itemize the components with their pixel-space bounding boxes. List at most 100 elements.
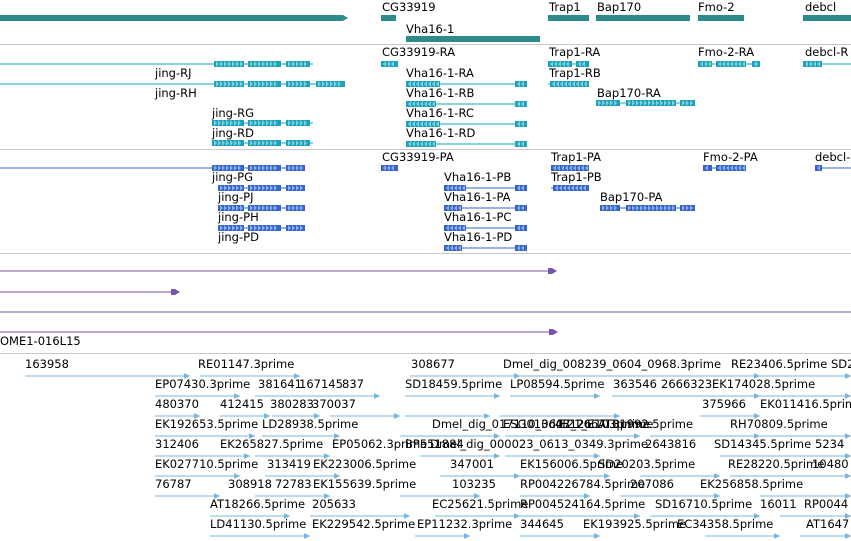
vha16-1-rc-exon[interactable] <box>515 121 527 127</box>
est-7-4-head[interactable] <box>754 513 760 519</box>
est-label-14[interactable]: EK174028.5prime <box>712 377 816 391</box>
est-label-63[interactable]: EK193925.5prime <box>583 517 687 531</box>
est-label-32[interactable]: EK027710.5prime <box>155 457 259 471</box>
vha16-1-rc-exon[interactable] <box>406 121 440 127</box>
gene-label-fmo-2[interactable]: Fmo-2 <box>698 0 735 14</box>
bap170-ra-exon[interactable] <box>626 100 676 106</box>
est-label-35[interactable]: 347001 <box>450 457 494 471</box>
est-label-34[interactable]: EK223006.5prime <box>313 457 417 471</box>
est-label-41[interactable]: 308918 <box>228 477 272 491</box>
clone-label-ome1-016l15[interactable]: OME1-016L15 <box>0 334 81 348</box>
est-1-1-head[interactable] <box>374 393 380 399</box>
est-label-61[interactable]: EP11232.3prime <box>417 517 513 531</box>
est-label-65[interactable]: AT1647 <box>806 517 850 531</box>
vha16-1-pa-exon[interactable] <box>515 205 527 211</box>
est-label-62[interactable]: 344645 <box>520 517 564 531</box>
trap1-rb-exon[interactable] <box>550 81 589 87</box>
est-label-58[interactable]: SD16710.5prime <box>655 497 753 511</box>
est-5-5-head[interactable] <box>845 473 851 479</box>
insertion-4-head[interactable] <box>549 329 558 335</box>
insertion-1-head[interactable] <box>548 268 557 274</box>
est-label-0[interactable]: 163958 <box>25 357 69 371</box>
est-label-51[interactable]: 207086 <box>630 477 674 491</box>
est-label-40[interactable]: 76787 <box>155 477 192 491</box>
est-label-18[interactable]: 370037 <box>312 397 356 411</box>
est-3-2-head[interactable] <box>494 433 500 439</box>
est-5-3-head[interactable] <box>604 473 610 479</box>
jing-pd-exon[interactable] <box>286 225 305 231</box>
jing-ph-exon[interactable] <box>248 205 281 211</box>
jing-pd-exon[interactable] <box>218 225 244 231</box>
jing-pj-exon[interactable] <box>218 185 244 191</box>
protein-label-bap170-pa[interactable]: Bap170-PA <box>600 190 663 204</box>
est-label-6[interactable]: EP07430.3prime <box>155 377 251 391</box>
bap170-pa-exon[interactable] <box>680 205 695 211</box>
gene-label-cg33919[interactable]: CG33919 <box>382 0 436 14</box>
est-0-4-head[interactable] <box>845 373 851 379</box>
gene-label-vha16-1[interactable]: Vha16-1 <box>406 22 455 36</box>
jing-pj-exon[interactable] <box>248 185 281 191</box>
gene-cg33919-bar[interactable] <box>381 15 396 21</box>
est-6-1-head[interactable] <box>324 493 330 499</box>
est-7-1-head[interactable] <box>404 513 410 519</box>
est-label-26[interactable]: EK011416.5prime <box>760 397 851 411</box>
est-label-13[interactable]: 2666323 <box>661 377 713 391</box>
protein-label-debcl[interactable]: debcl- <box>815 150 851 164</box>
est-8-0-head[interactable] <box>304 533 310 539</box>
gene-debcl-bar[interactable] <box>803 15 851 21</box>
est-label-19[interactable]: EK192653.5prime <box>155 417 259 431</box>
vha16-1-ra-exon[interactable] <box>515 81 527 87</box>
est-label-39[interactable]: 5234 <box>815 437 845 451</box>
est-5-2-head[interactable] <box>514 473 520 479</box>
gene-trap1-bar[interactable] <box>548 15 589 21</box>
est-label-21[interactable]: BP551884 <box>405 437 464 451</box>
est-6-4-head[interactable] <box>714 493 720 499</box>
est-8-1-head[interactable] <box>464 533 470 539</box>
est-label-50[interactable]: RP004226784.5prime <box>520 477 646 491</box>
est-4-1-head[interactable] <box>324 453 330 459</box>
est-label-11[interactable]: LP08594.5prime <box>510 377 605 391</box>
est-0-1-head[interactable] <box>294 373 300 379</box>
est-label-37[interactable]: 2643816 <box>645 437 697 451</box>
gene-label-trap1[interactable]: Trap1 <box>549 0 581 14</box>
jing-rd-exon[interactable] <box>212 140 244 146</box>
fmo-2-ra-exon[interactable] <box>752 61 760 67</box>
est-label-53[interactable]: 10480 <box>812 457 849 471</box>
jing-ph-exon[interactable] <box>218 205 244 211</box>
est-label-17[interactable]: 380283 <box>270 397 314 411</box>
est-6-0-head[interactable] <box>214 493 220 499</box>
jing-rh-exon[interactable] <box>286 81 310 87</box>
protein-label-vha16-1-pd[interactable]: Vha16-1-PD <box>444 230 513 244</box>
est-label-57[interactable]: RP004524164.5prime <box>520 497 646 511</box>
est-7-3-head[interactable] <box>634 513 640 519</box>
trap1-ra-exon[interactable] <box>548 61 572 67</box>
protein-label-vha16-1-pa[interactable]: Vha16-1-PA <box>444 190 511 204</box>
fmo-2-pa-exon[interactable] <box>703 165 712 171</box>
trap1-pa-exon[interactable] <box>551 165 589 171</box>
est-label-12[interactable]: 363546 <box>613 377 657 391</box>
est-6-5-head[interactable] <box>845 493 851 499</box>
est-label-22[interactable]: ESG013d.E21_E10.3prime <box>503 417 654 431</box>
est-1-0-head[interactable] <box>234 393 240 399</box>
jing-ph-exon[interactable] <box>286 205 305 211</box>
protein-label-trap1-pa[interactable]: Trap1-PA <box>551 150 601 164</box>
protein-label-jing-pg[interactable]: jing-PG <box>212 170 253 184</box>
est-7-0-head[interactable] <box>284 513 290 519</box>
est-2-0-head[interactable] <box>194 413 200 419</box>
transcript-label-vha16-1-rd[interactable]: Vha16-1-RD <box>406 126 476 140</box>
transcript-label-debcl-r[interactable]: debcl-R <box>805 45 849 59</box>
vha16-1-pc-exon[interactable] <box>515 225 527 231</box>
est-label-64[interactable]: EC34358.5prime <box>677 517 774 531</box>
est-label-42[interactable]: 72783 <box>275 477 312 491</box>
protein-label-jing-pd[interactable]: jing-PD <box>218 230 259 244</box>
est-2-5-head[interactable] <box>614 413 620 419</box>
jing-pj-exon[interactable] <box>286 185 305 191</box>
est-label-16[interactable]: 412415 <box>220 397 264 411</box>
jing-rd-exon[interactable] <box>286 140 310 146</box>
est-3-0-head[interactable] <box>249 433 255 439</box>
jing-rj-exon[interactable] <box>214 61 244 67</box>
est-label-45[interactable]: EK156006.5prime <box>520 457 624 471</box>
insertion-2-head[interactable] <box>171 289 180 295</box>
bap170-pa-exon[interactable] <box>626 205 676 211</box>
vha16-1-pd-exon[interactable] <box>444 245 462 251</box>
